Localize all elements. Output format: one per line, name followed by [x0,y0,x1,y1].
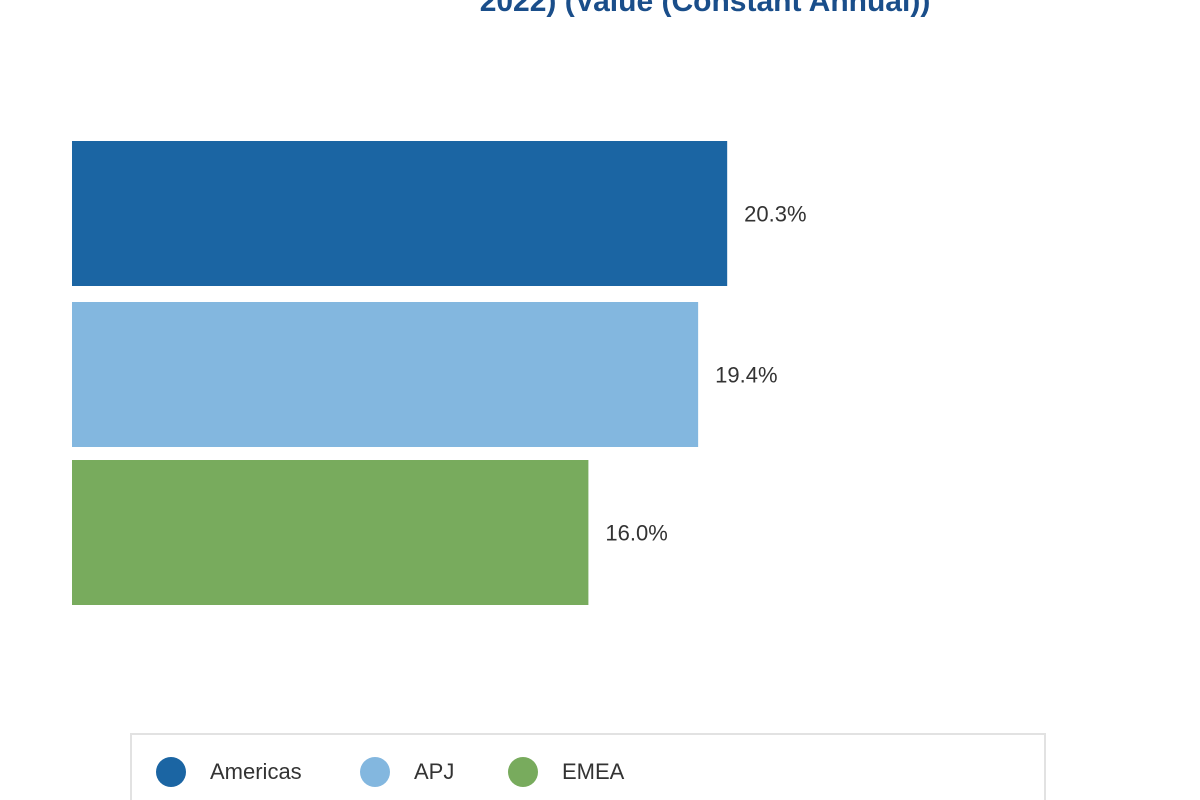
data-label-apj: 19.4% [715,363,777,388]
legend-item-emea[interactable]: EMEA [508,757,624,787]
legend-item-apj[interactable]: APJ [360,757,454,787]
legend-item-americas[interactable]: Americas [156,757,302,787]
data-label-americas: 20.3% [744,202,806,227]
bar-emea[interactable] [72,460,589,605]
legend-label: APJ [414,759,455,784]
legend: Americas APJ EMEA [130,733,1046,800]
circle-swatch-icon [156,757,186,787]
legend-label: Americas [210,759,302,784]
circle-swatch-icon [360,757,390,787]
bar-americas[interactable] [72,141,728,286]
legend-label: EMEA [562,759,625,784]
circle-swatch-icon [508,757,538,787]
chart-title: 2022) (Value (Constant Annual)) [479,0,931,18]
data-label-emea: 16.0% [605,521,667,546]
chart-plot-area: 20.3% 19.4% 16.0% [72,141,807,605]
bar-apj[interactable] [72,302,699,447]
